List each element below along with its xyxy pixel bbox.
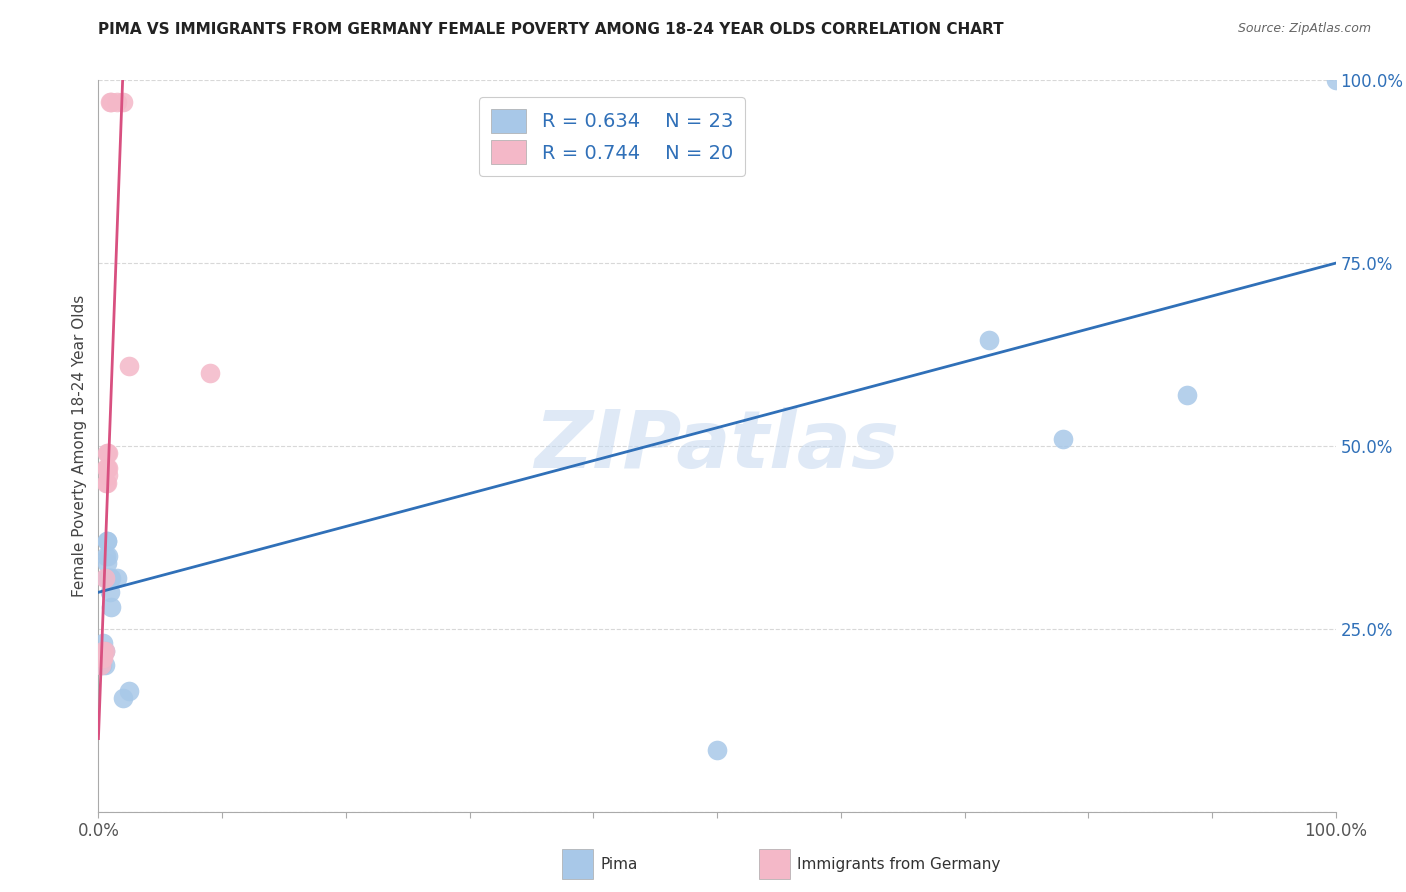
Point [96,534,118,549]
Point [118,359,141,373]
Point [96,461,118,475]
Point [98,95,121,110]
Point [1324,73,1347,87]
Point [93,644,115,658]
Point [94,461,117,475]
Point [100,95,122,110]
Point [97,446,120,460]
Point [94,571,117,585]
Point [100,571,122,585]
Point [112,95,135,110]
Point [97,571,120,585]
Point [105,95,128,110]
Point [93,644,115,658]
Point [90,658,112,673]
Point [118,684,141,698]
Point [706,742,728,756]
Point [1052,432,1074,446]
Point [979,333,1001,347]
Point [96,556,118,570]
Point [94,549,117,563]
Point [93,636,115,650]
Point [112,691,135,706]
Point [94,475,117,490]
Point [96,446,118,460]
Point [97,468,120,483]
Point [100,599,122,614]
Point [91,658,114,673]
Text: Source: ZipAtlas.com: Source: ZipAtlas.com [1237,22,1371,36]
Point [97,461,120,475]
Text: Immigrants from Germany: Immigrants from Germany [797,857,1001,871]
Point [93,651,115,665]
Text: PIMA VS IMMIGRANTS FROM GERMANY FEMALE POVERTY AMONG 18-24 YEAR OLDS CORRELATION: PIMA VS IMMIGRANTS FROM GERMANY FEMALE P… [98,22,1004,37]
Text: ZIPatlas: ZIPatlas [534,407,900,485]
Point [198,366,221,380]
Point [96,534,118,549]
Point [96,475,118,490]
Point [1175,388,1198,402]
Y-axis label: Female Poverty Among 18-24 Year Olds: Female Poverty Among 18-24 Year Olds [72,295,87,597]
Point [93,658,115,673]
Point [98,585,121,599]
Point [93,644,115,658]
Point [98,571,121,585]
Legend: R = 0.634    N = 23, R = 0.744    N = 20: R = 0.634 N = 23, R = 0.744 N = 20 [479,97,745,176]
Point [105,571,128,585]
Point [97,549,120,563]
Text: Pima: Pima [600,857,638,871]
Point [93,571,115,585]
Point [91,651,114,665]
